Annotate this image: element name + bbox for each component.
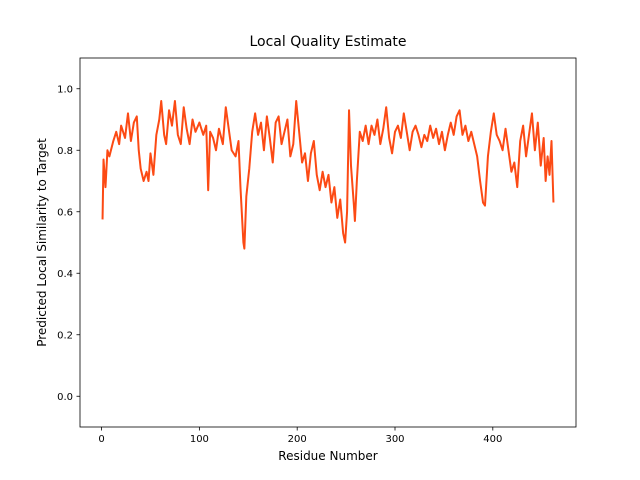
data-line <box>101 100 555 250</box>
y-tick-label: 0.6 <box>57 207 73 218</box>
y-tick-label: 0.4 <box>57 269 73 280</box>
plot-frame <box>79 57 577 428</box>
x-tick-label: 400 <box>483 434 502 445</box>
y-tick-label: 0.8 <box>57 146 73 157</box>
chart-title: Local Quality Estimate <box>249 34 406 50</box>
y-tick-label: 0.0 <box>57 392 73 403</box>
y-tick-label: 1.0 <box>57 84 73 95</box>
x-tick-label: 0 <box>98 434 104 445</box>
y-tick-label: 0.2 <box>57 330 73 341</box>
x-axis-label: Residue Number <box>278 449 377 463</box>
x-tick-label: 300 <box>385 434 404 445</box>
x-tick-label: 200 <box>288 434 307 445</box>
x-tick-label: 100 <box>190 434 209 445</box>
y-axis-label: Predicted Local Similarity to Target <box>35 138 49 347</box>
